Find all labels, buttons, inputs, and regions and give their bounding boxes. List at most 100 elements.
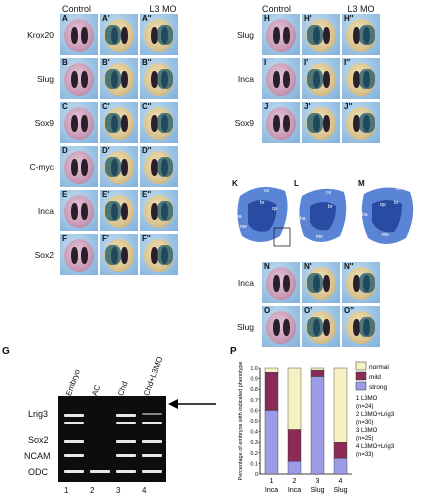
- panel-letter: B': [102, 58, 110, 67]
- bar-segment-mild: [310, 369, 325, 377]
- gel-band: [90, 470, 110, 473]
- legend-swatch-strong: [355, 381, 367, 391]
- stain-mark: [323, 275, 330, 292]
- panel-letter: C: [62, 102, 68, 111]
- stain-mark: [283, 319, 290, 336]
- stain-mark: [81, 203, 88, 220]
- panel-letter: B'': [142, 58, 152, 67]
- y-tick-label: 0.8: [250, 387, 258, 393]
- embryo-panel: F': [100, 234, 138, 275]
- stain-mark: [273, 71, 280, 88]
- cartilage-letter-k: K: [232, 179, 238, 188]
- y-tick-label: 0.1: [250, 461, 258, 467]
- gel-lane-number: 4: [142, 486, 147, 495]
- chart-svg: 0 0.1 0.2 0.3 0.4 0.5 0.6 0.7 0.8 0.9 1.0 Percentag…: [238, 362, 395, 494]
- injected-side-mark: [307, 69, 323, 89]
- row-label: Slug: [236, 322, 254, 332]
- injected-side-mark: [105, 245, 121, 265]
- injected-side-mark: [105, 157, 121, 177]
- stain-mark: [151, 247, 158, 264]
- cartilage-svg: K L M ce br qu ba me ce br ba me ce br q…: [232, 179, 414, 247]
- chart-note: (n=25): [356, 436, 374, 442]
- embryo-panel: A': [100, 14, 138, 55]
- embryo-panel: N: [262, 262, 300, 303]
- injected-side-mark: [157, 25, 173, 45]
- row-label: Inca: [37, 206, 54, 216]
- panel-letter: I'': [344, 58, 351, 67]
- bar-segment-normal: [310, 367, 325, 371]
- cart-label: me: [316, 234, 323, 240]
- embryo-image: [346, 311, 376, 344]
- panel-letter: D': [102, 146, 110, 155]
- embryo-panel: H: [262, 14, 300, 55]
- x-category-label: Inca: [265, 487, 278, 494]
- stain-mark: [323, 319, 330, 336]
- stain-mark: [71, 159, 78, 176]
- cart-label: ce: [264, 188, 270, 194]
- cartilage-letter-l: L: [294, 179, 299, 188]
- row-label: Sox2: [34, 250, 54, 260]
- gel-band: [142, 470, 162, 473]
- embryo-panel: I': [302, 58, 340, 99]
- embryo-panel: J'': [342, 102, 380, 143]
- panel-letter: J': [304, 102, 311, 111]
- panel-letter: F': [102, 234, 109, 243]
- gel-arrow-icon: [168, 399, 216, 409]
- embryo-image: [104, 19, 134, 52]
- stain-mark: [323, 71, 330, 88]
- embryo-image: [104, 239, 134, 272]
- embryo-image: [306, 267, 336, 300]
- chart-note: (n=30): [356, 420, 374, 426]
- panel-letter: N: [264, 262, 270, 271]
- panel-letter: F'': [142, 234, 151, 243]
- bar-segment-mild: [333, 441, 348, 459]
- panel-letter: O': [304, 306, 313, 315]
- embryo-panel: H': [302, 14, 340, 55]
- stain-mark: [151, 71, 158, 88]
- bar-segment-normal: [264, 367, 279, 373]
- cart-label: qu: [380, 202, 386, 208]
- panel-letter: O'': [344, 306, 355, 315]
- stain-mark: [151, 27, 158, 44]
- cart-label: br: [260, 200, 265, 206]
- y-axis-label: Percentage of embryos with indicated phe…: [238, 362, 244, 481]
- gel-band: [142, 454, 162, 457]
- embryo-image: [266, 267, 296, 300]
- bar-segment-strong: [264, 410, 279, 475]
- embryo-panel: I: [262, 58, 300, 99]
- embryo-panel: D': [100, 146, 138, 187]
- stain-mark: [81, 247, 88, 264]
- stain-mark: [353, 71, 360, 88]
- panel-letter: E': [102, 190, 110, 199]
- injected-side-mark: [307, 25, 323, 45]
- embryo-image: [104, 63, 134, 96]
- panel-letter: D: [62, 146, 68, 155]
- cart-label: ce: [396, 186, 402, 192]
- embryo-image: [306, 19, 336, 52]
- embryo-panel: F'': [140, 234, 178, 275]
- embryo-image: [144, 151, 174, 184]
- stain-mark: [151, 159, 158, 176]
- panel-letter: N': [304, 262, 312, 271]
- gel-lane-label: Chd: [116, 380, 130, 398]
- embryo-image: [346, 107, 376, 140]
- stain-mark: [81, 115, 88, 132]
- legend-label: strong: [369, 384, 387, 391]
- embryo-image: [104, 107, 134, 140]
- cart-label: ce: [326, 190, 332, 196]
- gel-lane-label: Chd+L3MO: [142, 355, 165, 398]
- embryo-image: [104, 151, 134, 184]
- embryo-image: [266, 311, 296, 344]
- stain-mark: [121, 115, 128, 132]
- chart-note: 1 L3MO: [356, 396, 378, 402]
- embryo-panel: E': [100, 190, 138, 231]
- embryo-image: [346, 63, 376, 96]
- stain-mark: [273, 115, 280, 132]
- injected-side-mark: [157, 157, 173, 177]
- embryo-panel: H'': [342, 14, 380, 55]
- row-label: Sox9: [34, 118, 54, 128]
- stain-mark: [71, 203, 78, 220]
- panel-letter: H'': [344, 14, 354, 23]
- stain-mark: [273, 27, 280, 44]
- embryo-panel: B'': [140, 58, 178, 99]
